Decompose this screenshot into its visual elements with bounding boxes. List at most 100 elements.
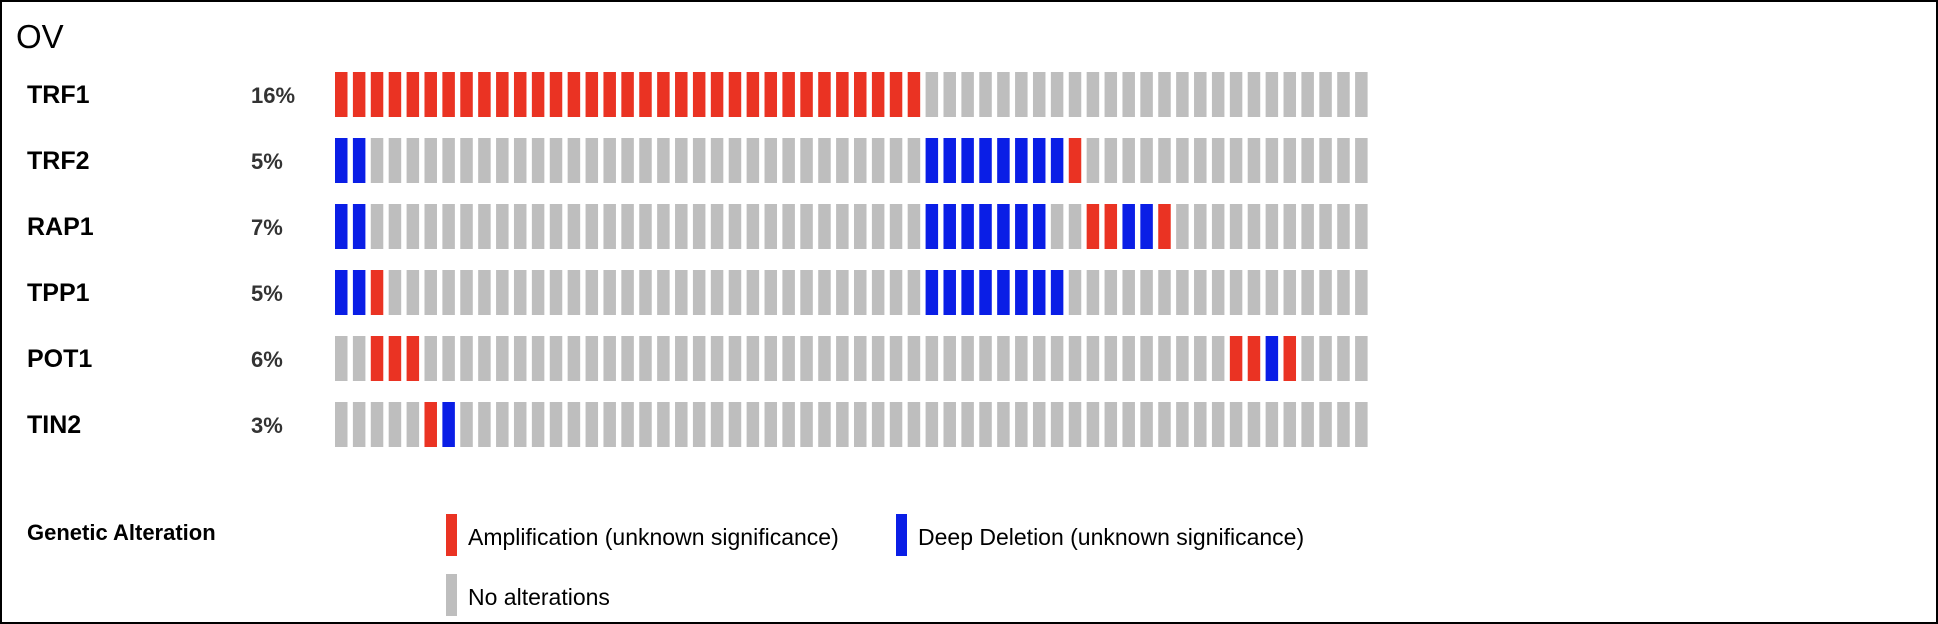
sample-cell-tpp1-42 (1086, 270, 1100, 315)
sample-cell-trf1-38 (1015, 72, 1028, 117)
sample-cell-tpp1-29 (854, 270, 867, 315)
sample-cell-rap1-23 (746, 204, 760, 249)
gene-label-trf2: TRF2 (27, 147, 90, 175)
sample-cell-trf2-3 (388, 138, 402, 183)
sample-cell-trf2-32 (907, 138, 921, 183)
sample-cell-tin2-5 (424, 402, 437, 447)
sample-cell-rap1-47 (1176, 204, 1189, 249)
sample-cell-trf2-40 (1050, 138, 1064, 183)
sample-cell-tin2-52 (1265, 402, 1279, 447)
legend-swatch-no-alterations (446, 574, 457, 616)
sample-cell-tpp1-39 (1032, 270, 1046, 315)
sample-cell-trf1-35 (961, 72, 974, 117)
sample-cell-trf2-36 (979, 138, 992, 183)
sample-cell-tin2-13 (567, 402, 581, 447)
sample-cell-tin2-17 (639, 402, 652, 447)
sample-cell-tin2-12 (549, 402, 563, 447)
sample-cell-trf2-46 (1158, 138, 1171, 183)
sample-cell-trf2-18 (657, 138, 670, 183)
gene-percent-pot1: 6% (251, 347, 283, 372)
sample-cell-trf1-24 (764, 72, 778, 117)
sample-cell-trf1-53 (1283, 72, 1297, 117)
sample-cell-tin2-23 (746, 402, 760, 447)
legend-swatch-amplification (446, 514, 457, 556)
sample-cell-tpp1-48 (1194, 270, 1207, 315)
sample-cell-rap1-24 (764, 204, 778, 249)
sample-cell-trf2-13 (567, 138, 581, 183)
legend-title: Genetic Alteration (27, 520, 216, 545)
sample-cell-tin2-4 (406, 402, 420, 447)
sample-cell-tin2-1 (352, 402, 366, 447)
sample-cell-trf1-8 (478, 72, 491, 117)
sample-cell-rap1-36 (979, 204, 992, 249)
sample-cell-rap1-15 (603, 204, 616, 249)
sample-cell-tin2-45 (1140, 402, 1153, 447)
sample-cell-tin2-32 (907, 402, 921, 447)
sample-cell-trf1-13 (567, 72, 581, 117)
sample-cell-rap1-52 (1265, 204, 1279, 249)
sample-cell-pot1-25 (782, 336, 795, 381)
sample-cell-tpp1-50 (1229, 270, 1243, 315)
gene-percent-trf2: 5% (251, 149, 283, 174)
sample-cell-tpp1-52 (1265, 270, 1279, 315)
sample-cell-trf2-25 (782, 138, 795, 183)
sample-cell-pot1-6 (442, 336, 455, 381)
legend-swatch-deep-deletion (896, 514, 907, 556)
sample-cell-rap1-26 (800, 204, 813, 249)
sample-cell-trf1-52 (1265, 72, 1279, 117)
gene-label-trf1: TRF1 (27, 81, 90, 109)
sample-cell-trf2-56 (1337, 138, 1350, 183)
sample-cell-pot1-10 (513, 336, 527, 381)
sample-cell-tin2-50 (1229, 402, 1243, 447)
sample-cell-tpp1-26 (800, 270, 813, 315)
sample-cell-pot1-46 (1158, 336, 1171, 381)
sample-cell-trf2-38 (1015, 138, 1028, 183)
sample-cell-pot1-7 (460, 336, 473, 381)
sample-cell-tin2-29 (854, 402, 867, 447)
sample-cell-trf1-0 (335, 72, 348, 117)
sample-cell-tin2-30 (871, 402, 885, 447)
sample-cell-trf1-36 (979, 72, 992, 117)
sample-cell-pot1-42 (1086, 336, 1100, 381)
sample-cell-rap1-8 (478, 204, 491, 249)
sample-cell-pot1-45 (1140, 336, 1153, 381)
sample-cell-trf2-43 (1104, 138, 1118, 183)
sample-cell-tin2-24 (764, 402, 778, 447)
sample-cell-tin2-49 (1211, 402, 1225, 447)
sample-cell-tpp1-20 (692, 270, 706, 315)
sample-cell-pot1-57 (1355, 336, 1368, 381)
sample-cell-pot1-28 (836, 336, 849, 381)
sample-cell-tpp1-51 (1247, 270, 1261, 315)
sample-cell-tin2-31 (889, 402, 903, 447)
sample-cell-tin2-37 (997, 402, 1010, 447)
sample-cell-rap1-12 (549, 204, 563, 249)
sample-cell-trf1-49 (1211, 72, 1225, 117)
sample-cell-pot1-31 (889, 336, 903, 381)
sample-cell-tin2-15 (603, 402, 616, 447)
sample-cell-rap1-0 (335, 204, 348, 249)
sample-cell-pot1-54 (1301, 336, 1314, 381)
sample-cell-tpp1-38 (1015, 270, 1028, 315)
sample-cell-tin2-25 (782, 402, 795, 447)
sample-cell-pot1-14 (585, 336, 599, 381)
sample-cell-trf2-19 (675, 138, 688, 183)
sample-cell-trf1-15 (603, 72, 616, 117)
sample-cell-tpp1-4 (406, 270, 420, 315)
sample-cell-rap1-29 (854, 204, 867, 249)
sample-cell-trf1-46 (1158, 72, 1171, 117)
sample-cell-rap1-55 (1319, 204, 1332, 249)
sample-cell-trf1-23 (746, 72, 760, 117)
sample-cell-tpp1-12 (549, 270, 563, 315)
sample-cell-rap1-56 (1337, 204, 1350, 249)
sample-cell-trf1-42 (1086, 72, 1100, 117)
sample-cell-trf2-17 (639, 138, 652, 183)
sample-cell-pot1-24 (764, 336, 778, 381)
sample-cell-trf2-48 (1194, 138, 1207, 183)
sample-cell-pot1-23 (746, 336, 760, 381)
sample-cell-trf1-57 (1355, 72, 1368, 117)
sample-cell-rap1-53 (1283, 204, 1297, 249)
sample-cell-trf1-33 (925, 72, 939, 117)
sample-cell-trf1-12 (549, 72, 563, 117)
sample-cell-rap1-39 (1032, 204, 1046, 249)
